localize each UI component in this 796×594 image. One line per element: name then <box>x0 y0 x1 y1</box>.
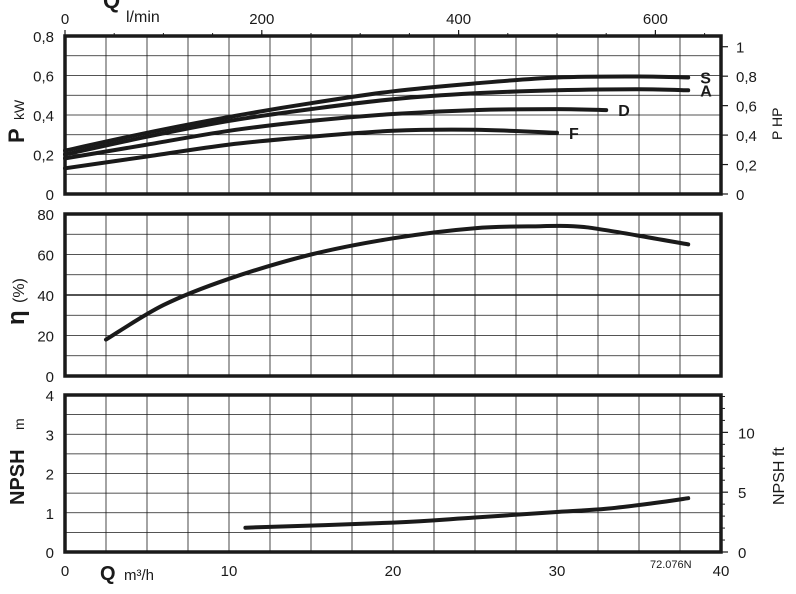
power-hp-tick-label: 0,8 <box>736 69 757 86</box>
power-y-tick-label: 0 <box>46 187 54 204</box>
power-hp-tick-label: 1 <box>736 40 744 57</box>
npsh-curve <box>243 496 691 530</box>
npsh-ft-tick-label: 10 <box>738 425 755 442</box>
top-x-tick-label: 0 <box>61 11 69 28</box>
grid-layer <box>65 36 721 552</box>
power-curve-d <box>63 107 609 161</box>
curve-layer: SA D F <box>63 70 712 530</box>
curve-label-s: S <box>700 70 711 87</box>
tick-layer: 0 200 400 60000,20,40,60,800,20,40,60,81020… <box>33 11 757 580</box>
curve-label-a: A <box>700 83 712 100</box>
bottom-x-tick-label: 40 <box>713 563 730 580</box>
efficiency-y-tick-label: 0 <box>46 369 54 386</box>
curve-label-f: F <box>569 126 579 143</box>
frame-layer <box>63 34 723 554</box>
power-ylabel-unit: kW <box>11 99 27 120</box>
panel-frame <box>63 34 723 196</box>
curve-label-d: D <box>618 103 630 120</box>
power-ylabel-main: P <box>4 128 29 143</box>
efficiency-y-tick-label: 20 <box>37 329 54 346</box>
efficiency-ylabel-unit: (%) <box>11 278 28 303</box>
power-y-tick-label: 0,2 <box>33 148 54 165</box>
top-x-tick-label: 400 <box>446 11 471 28</box>
bottom-x-tick-label: 0 <box>61 563 69 580</box>
npsh-y-tick-label: 0 <box>46 545 54 562</box>
top-x-unit: l/min <box>126 9 160 26</box>
power-hp-tick-label: 0,4 <box>736 128 757 145</box>
top-q-axis-label: Q <box>103 0 120 13</box>
bottom-x-tick-label: 20 <box>385 563 402 580</box>
npsh-y-tick-label: 2 <box>46 467 54 484</box>
chart-code-label: 72.076N <box>650 559 692 571</box>
power-hp-tick-label: 0,2 <box>736 158 757 175</box>
npsh-ylabel-main: NPSH <box>7 449 29 505</box>
efficiency-curve <box>104 223 691 342</box>
power-curve-f <box>63 127 559 171</box>
panel-frame <box>63 212 723 378</box>
bottom-x-tick-label: 30 <box>549 563 566 580</box>
top-x-tick-label: 200 <box>249 11 274 28</box>
efficiency-y-tick-label: 80 <box>37 207 54 224</box>
efficiency-y-tick-label: 60 <box>37 248 54 265</box>
npsh-ylabel-unit: m <box>11 418 27 430</box>
power-curve-s <box>63 74 691 153</box>
npsh-y-tick-label: 3 <box>46 427 54 444</box>
npsh-y2label: NPSH ft <box>771 447 788 505</box>
power-y-tick-label: 0,8 <box>33 29 54 46</box>
bottom-q-axis-label: Q <box>100 563 116 585</box>
npsh-y-tick-label: 1 <box>46 506 54 523</box>
top-x-tick-label: 600 <box>643 11 668 28</box>
power-hp-tick-label: 0,6 <box>736 99 757 116</box>
npsh-y-tick-label: 4 <box>46 388 54 405</box>
efficiency-y-tick-label: 40 <box>37 288 54 305</box>
power-hp-tick-label: 0 <box>736 187 744 204</box>
bottom-x-unit: m³/h <box>124 567 154 584</box>
npsh-ft-tick-label: 0 <box>738 545 746 562</box>
power-y-tick-label: 0,4 <box>33 108 54 125</box>
power-curve-a <box>63 87 691 157</box>
npsh-ft-tick-label: 5 <box>738 485 746 502</box>
power-y-tick-label: 0,6 <box>33 69 54 86</box>
panel-frame <box>63 393 723 554</box>
efficiency-ylabel-main: η <box>3 310 30 325</box>
power-y2label: P HP <box>769 108 785 140</box>
bottom-x-tick-label: 10 <box>221 563 238 580</box>
